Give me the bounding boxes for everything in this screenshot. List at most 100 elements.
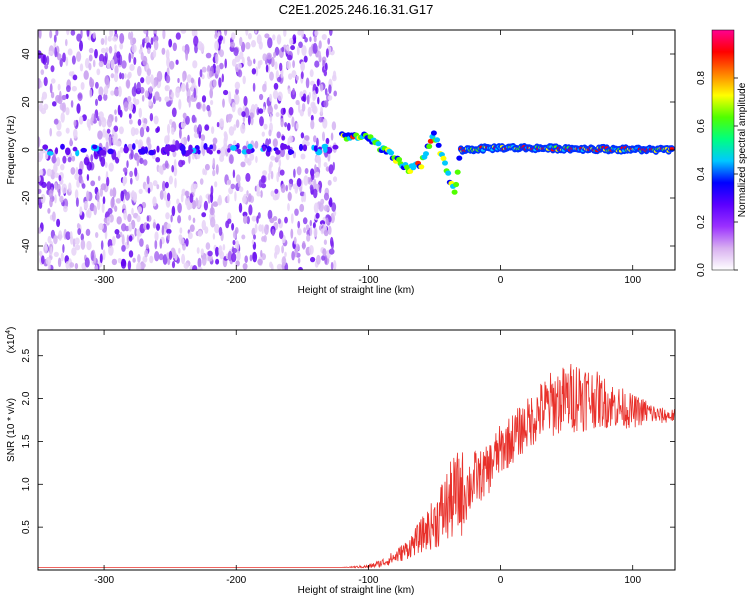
spectrogram-noise-blob	[312, 42, 318, 54]
spectrogram-noise-blob	[174, 177, 177, 189]
spectrogram-noise-blob	[140, 77, 145, 84]
spectrogram-noise-blob	[307, 106, 312, 115]
spectrogram-noise-blob	[40, 69, 45, 75]
spectrogram-noise-blob	[261, 224, 264, 235]
spectrogram-noise-blob	[279, 147, 286, 158]
spectrogram-noise-blob	[85, 190, 90, 202]
spectrogram-zero-line-blob	[164, 145, 170, 153]
spectrogram-noise-blob	[245, 30, 249, 36]
spectrogram-noise-blob	[221, 73, 224, 83]
spectrogram-noise-blob	[149, 86, 153, 94]
spectrogram-noise-blob	[168, 38, 173, 48]
spectrogram-noise-blob	[153, 30, 158, 34]
spectrogram-noise-blob	[218, 35, 224, 41]
spectrogram-noise-blob	[50, 246, 53, 257]
spectrogram-noise-blob	[77, 92, 83, 102]
spectrogram-noise-blob	[164, 160, 169, 169]
spectrogram-noise-blob	[60, 164, 65, 171]
spectrogram-noise-blob	[244, 255, 248, 263]
spectrogram-noise-blob	[256, 215, 259, 224]
spectrogram-noise-blob	[295, 99, 300, 106]
spectrogram-noise-blob	[96, 68, 101, 76]
snr-x-axis: -300 -200 -100 0 100	[94, 330, 641, 586]
spectrogram-noise-blob	[74, 237, 80, 245]
spectrogram-noise-blob	[318, 159, 321, 169]
spectrogram-noise-blob	[96, 191, 100, 203]
spectrogram-noise-blob	[63, 205, 68, 213]
spectrogram-noise-blob	[284, 216, 288, 224]
spectrogram-zero-line-blob	[156, 145, 160, 153]
spectrogram-noise-blob	[257, 60, 261, 69]
spectrogram-noise-blob	[57, 257, 62, 268]
spectrogram-noise-blob	[114, 115, 118, 123]
spectrogram-noise-blob	[58, 174, 62, 182]
spectrogram-noise-blob	[260, 175, 266, 184]
spectrogram-noise-blob	[54, 194, 57, 204]
x-tick-label: -100	[358, 275, 378, 286]
spectrogram-signal-core	[669, 147, 674, 151]
spectrogram-noise-blob	[327, 179, 332, 186]
spectrogram-noise-blob	[186, 74, 192, 83]
spectrogram-noise-blob	[117, 86, 122, 97]
spectrogram-noise-blob	[210, 202, 214, 214]
spectrogram-noise-blob	[73, 128, 78, 139]
spectrogram-noise-blob	[81, 183, 86, 189]
spectrogram-noise-blob	[281, 256, 287, 267]
spectrogram-noise-blob	[262, 53, 267, 61]
spectrogram-noise-blob	[284, 251, 287, 258]
spectrogram-noise-blob	[137, 65, 142, 77]
spectrogram-noise-blob	[51, 155, 57, 164]
spectrogram-noise-blob	[173, 166, 178, 177]
spectrogram-zero-line-blob	[286, 145, 291, 150]
spectrogram-noise-blob	[130, 192, 134, 198]
spectrogram-noise-blob	[264, 33, 270, 39]
spectrogram-noise-blob	[185, 115, 190, 125]
spectrogram-noise-blob	[215, 53, 219, 65]
spectrogram-noise-blob	[318, 50, 322, 61]
spectrogram-signal-blob	[442, 160, 448, 166]
spectrogram-noise-blob	[127, 260, 132, 270]
spectrogram-noise-blob	[269, 71, 274, 81]
spectrogram-noise-blob	[211, 143, 217, 152]
spectrogram-noise-blob	[113, 72, 119, 83]
spectrogram-noise-blob	[278, 158, 282, 168]
spectrogram-noise-blob	[39, 169, 44, 176]
spectrogram-noise-blob	[38, 136, 41, 148]
spectrogram-noise-blob	[92, 59, 96, 68]
spectrogram-zero-line-blob	[107, 148, 114, 155]
spectrogram-noise-blob	[138, 107, 142, 118]
spectrogram-noise-blob	[53, 251, 59, 257]
spectrogram-noise-blob	[178, 98, 182, 110]
spectrogram-noise-blob	[324, 88, 328, 96]
spectrogram-noise-blob	[74, 189, 79, 200]
spectrogram-noise-blob	[130, 177, 133, 185]
spectrogram-signal-blob	[418, 164, 425, 170]
spectrogram-noise-blob	[311, 103, 316, 113]
spectrogram-noise-blob	[161, 225, 165, 236]
spectrogram-zero-line-blob	[283, 144, 288, 150]
spectrogram-noise-blob	[197, 230, 203, 237]
spectrogram-noise-blob	[94, 264, 99, 270]
spectrogram-noise-blob	[290, 45, 295, 51]
spectrogram-zero-line-blob	[289, 150, 295, 155]
spectrogram-noise-blob	[224, 58, 227, 69]
spectrogram-noise-blob	[289, 37, 294, 46]
spectrogram-noise-blob	[65, 39, 68, 47]
spectrogram-noise-blob	[109, 188, 113, 196]
snr-line	[38, 363, 675, 569]
spectrogram-noise-blob	[319, 220, 326, 226]
spectrogram-noise-blob	[118, 126, 124, 135]
spectrogram-noise-blob	[288, 106, 294, 116]
spectrogram-noise-blob	[129, 170, 134, 178]
spectrogram-noise-blob	[79, 206, 83, 216]
spectrogram-noise-blob	[271, 228, 275, 237]
spectrogram-noise-blob	[265, 64, 269, 73]
spectrogram-noise-blob	[188, 153, 191, 164]
spectrogram-noise-blob	[56, 130, 62, 137]
spectrogram-noise-blob	[110, 90, 115, 96]
spectrogram-noise-blob	[273, 103, 278, 110]
spectrogram-noise-blob	[105, 132, 109, 142]
spectrogram-noise-blob	[242, 75, 246, 85]
spectrogram-noise-blob	[237, 69, 243, 78]
spectrogram-noise-blob	[231, 223, 235, 231]
